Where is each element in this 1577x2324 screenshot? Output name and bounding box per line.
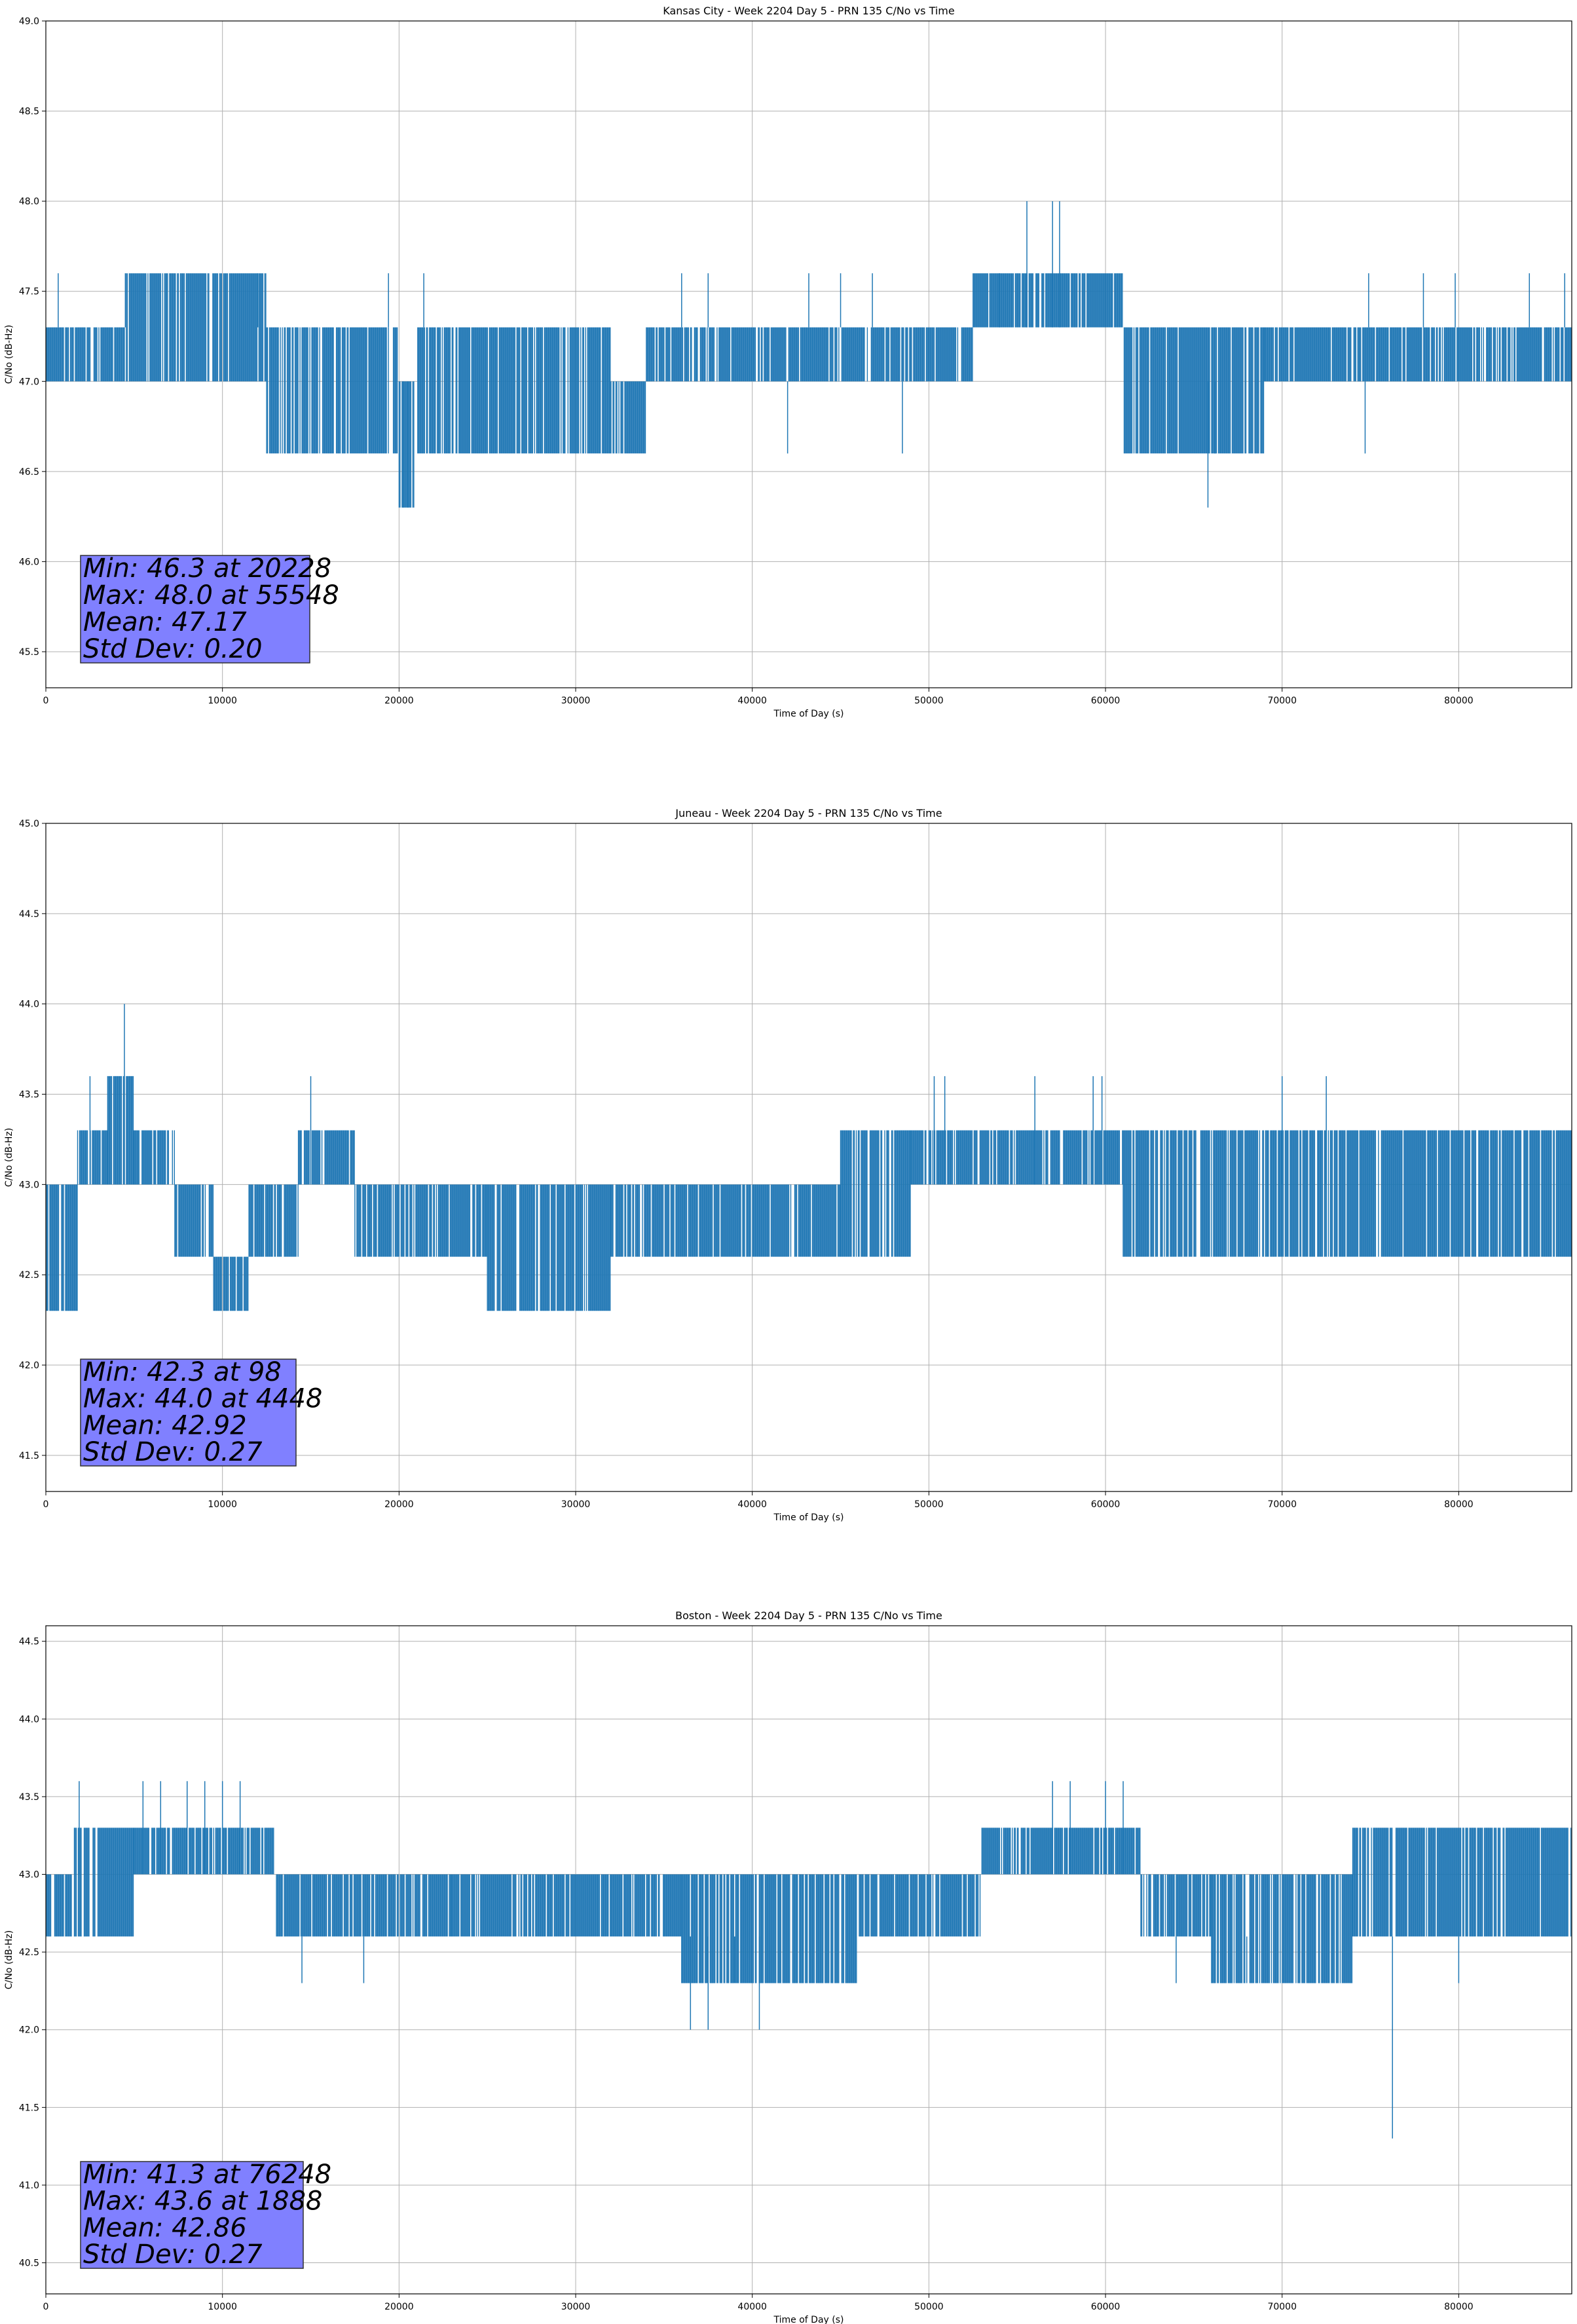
axes-frame [45, 823, 1572, 1492]
y-tick-label: 43.0 [19, 1870, 39, 1881]
x-tick-label: 70000 [1267, 696, 1297, 706]
y-tick-label: 41.5 [19, 1451, 39, 1461]
chart-title: Kansas City - Week 2204 Day 5 - PRN 135 … [663, 5, 954, 17]
chart-title: Juneau - Week 2204 Day 5 - PRN 135 C/No … [675, 807, 942, 819]
y-tick-label: 46.5 [19, 467, 39, 478]
x-tick-label: 40000 [737, 1499, 767, 1510]
x-tick-label: 70000 [1267, 1499, 1297, 1510]
stats-line: Max: 44.0 at 4448 [83, 1384, 322, 1414]
x-tick-label: 40000 [737, 2302, 767, 2312]
series-band-strokes [46, 1827, 1572, 1983]
x-tick-label: 60000 [1091, 696, 1121, 706]
stats-line: Max: 48.0 at 55548 [83, 580, 339, 610]
y-tick-label: 43.5 [19, 1792, 39, 1803]
y-tick-label: 47.5 [19, 287, 39, 297]
x-tick-label: 80000 [1444, 696, 1474, 706]
chart-title: Boston - Week 2204 Day 5 - PRN 135 C/No … [675, 1609, 942, 1622]
y-tick-label: 43.0 [19, 1180, 39, 1190]
stats-line: Std Dev: 0.27 [83, 2240, 263, 2270]
x-axis-label: Time of Day (s) [773, 709, 844, 719]
x-tick-label: 30000 [561, 696, 591, 706]
chart-panel-3: 0 10000 20000 30000 40000 50000 60000 70000 8000… [4, 1609, 1572, 2324]
y-tick-label: 45.0 [19, 819, 39, 829]
y-axis-label: C/No (dB-Hz) [4, 325, 14, 384]
y-tick-label: 44.5 [19, 909, 39, 920]
x-tick-label: 0 [43, 2302, 49, 2312]
x-tick-label: 20000 [384, 1499, 414, 1510]
x-tick-label: 80000 [1444, 1499, 1474, 1510]
x-tick-label: 50000 [914, 1499, 944, 1510]
series-line [46, 201, 1572, 508]
stats-line: Min: 46.3 at 20228 [83, 553, 331, 584]
series-band-strokes [46, 1076, 1572, 1311]
x-tick-label: 30000 [561, 1499, 591, 1510]
series-line [46, 1781, 1572, 2139]
y-tick-label: 40.5 [19, 2258, 39, 2269]
x-tick-label: 10000 [208, 696, 237, 706]
x-tick-label: 80000 [1444, 2302, 1474, 2312]
y-axis-label: C/No (dB-Hz) [4, 1128, 14, 1187]
y-tick-label: 46.0 [19, 557, 39, 567]
chart-panel-2: 0 10000 20000 30000 40000 50000 60000 70000 8000… [4, 807, 1572, 1523]
axes-frame [45, 1625, 1572, 2295]
x-tick-label: 0 [43, 696, 49, 706]
x-tick-label: 10000 [208, 2302, 237, 2312]
y-tick-label: 45.5 [19, 647, 39, 658]
stats-line: Std Dev: 0.27 [83, 1437, 263, 1467]
stats-line: Mean: 42.92 [83, 1410, 247, 1440]
series-band-strokes [46, 273, 1572, 508]
stats-line: Max: 43.6 at 1888 [83, 2186, 322, 2217]
x-tick-label: 40000 [737, 696, 767, 706]
axes-frame [45, 20, 1572, 688]
y-tick-label: 42.5 [19, 1270, 39, 1281]
y-tick-label: 44.5 [19, 1637, 39, 1647]
x-tick-label: 10000 [208, 1499, 237, 1510]
chart-panel-1: 0 10000 20000 30000 40000 50000 60000 70000 8000… [4, 5, 1572, 719]
y-tick-label: 49.0 [19, 16, 39, 27]
series-line [46, 1003, 1572, 1311]
stats-line: Std Dev: 0.20 [83, 634, 263, 664]
y-tick-label: 42.0 [19, 1360, 39, 1371]
y-tick-label: 48.0 [19, 197, 39, 207]
stats-line: Mean: 42.86 [83, 2213, 247, 2243]
y-tick-label: 47.0 [19, 377, 39, 387]
stats-box [80, 2161, 304, 2269]
stats-line: Min: 41.3 at 76248 [83, 2160, 331, 2190]
stats-line: Min: 42.3 at 98 [83, 1357, 282, 1387]
x-axis-label: Time of Day (s) [773, 1512, 844, 1523]
stats-box [80, 555, 310, 664]
y-tick-label: 44.0 [19, 1000, 39, 1010]
y-tick-label: 42.5 [19, 1947, 39, 1958]
x-tick-label: 0 [43, 1499, 49, 1510]
x-tick-label: 50000 [914, 2302, 944, 2312]
x-tick-label: 60000 [1091, 2302, 1121, 2312]
x-tick-label: 30000 [561, 2302, 591, 2312]
stats-box [80, 1359, 297, 1467]
y-tick-label: 43.5 [19, 1090, 39, 1100]
x-axis-label: Time of Day (s) [773, 2315, 844, 2324]
x-tick-label: 60000 [1091, 1499, 1121, 1510]
y-tick-label: 42.0 [19, 2025, 39, 2036]
stats-line: Mean: 47.17 [83, 607, 247, 637]
y-tick-label: 41.5 [19, 2103, 39, 2113]
y-tick-label: 44.0 [19, 1714, 39, 1725]
x-tick-label: 50000 [914, 696, 944, 706]
x-tick-label: 20000 [384, 2302, 414, 2312]
y-tick-label: 41.0 [19, 2181, 39, 2191]
x-tick-label: 20000 [384, 696, 414, 706]
x-tick-label: 70000 [1267, 2302, 1297, 2312]
y-axis-label: C/No (dB-Hz) [4, 1930, 14, 1989]
y-tick-label: 48.5 [19, 107, 39, 117]
